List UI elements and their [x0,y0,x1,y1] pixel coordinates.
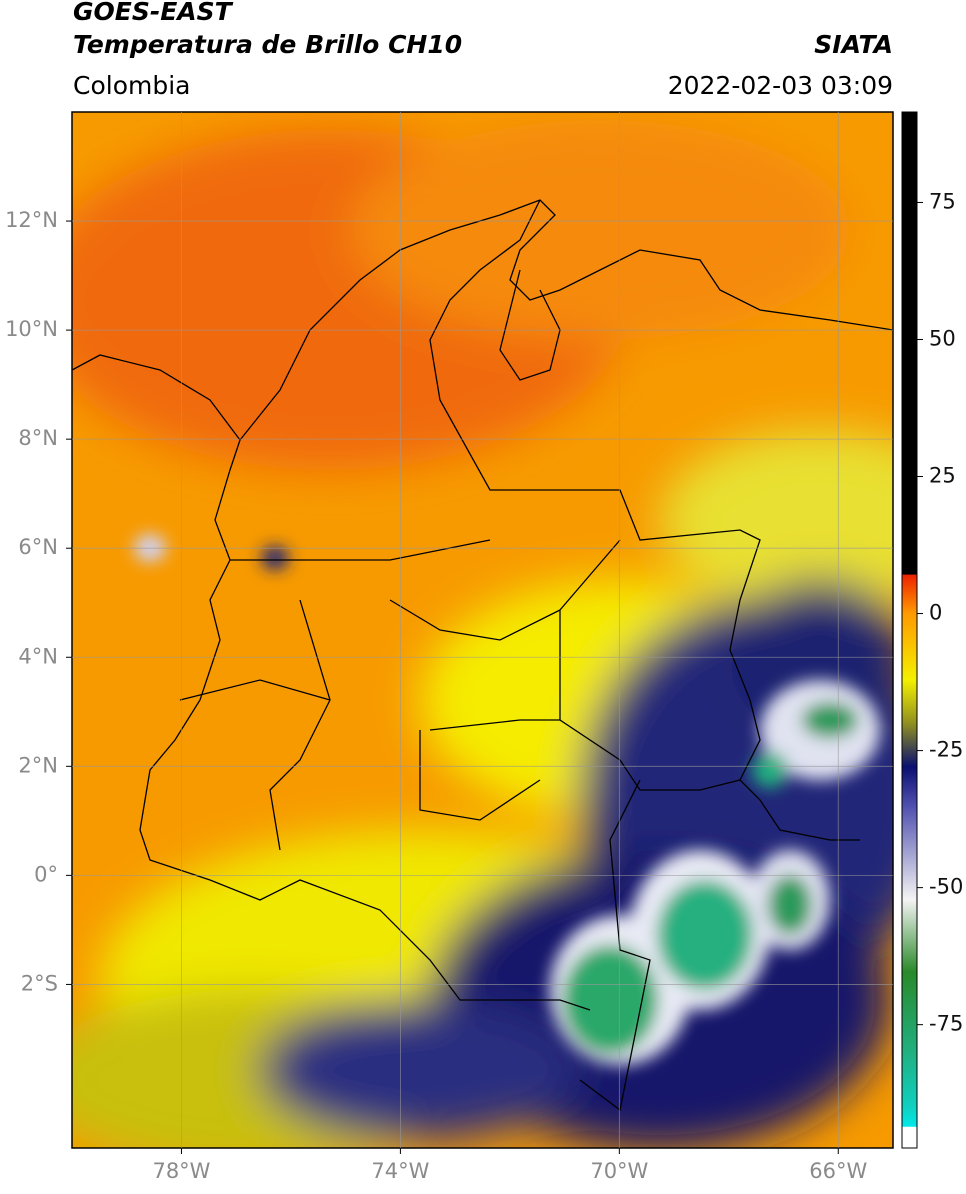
map-frame [71,111,894,1149]
x-tick-label: 70°W [590,1159,648,1183]
colorbar-label: -75 [929,1012,963,1036]
y-tick-label: 12°N [5,208,58,232]
datetime: 2022-02-03 03:09 [668,71,893,100]
y-tick-label: 0° [34,862,58,886]
x-tick-label: 66°W [809,1159,867,1183]
colorbar-label: 50 [929,326,956,350]
subtitle: Temperatura de Brillo CH10 [73,30,462,59]
colorbar-label: 0 [929,601,942,625]
y-tick-label: 10°N [5,317,58,341]
colorbar-label: 75 [929,189,956,213]
title: GOES-EAST [73,0,234,26]
y-tick-label: 6°N [18,535,58,559]
satellite-image [72,112,893,1148]
colorbar-label: -25 [929,738,963,762]
region: Colombia [73,71,190,100]
y-tick-label: 2°S [21,971,58,995]
colorbar [901,111,918,1149]
source: SIATA [814,30,893,59]
y-tick-label: 4°N [18,644,58,668]
y-tick-label: 8°N [18,426,58,450]
colorbar-label: -50 [929,875,963,899]
x-tick-label: 78°W [152,1159,210,1183]
y-tick-label: 2°N [18,753,58,777]
x-tick-label: 74°W [371,1159,429,1183]
colorbar-label: 25 [929,464,956,488]
